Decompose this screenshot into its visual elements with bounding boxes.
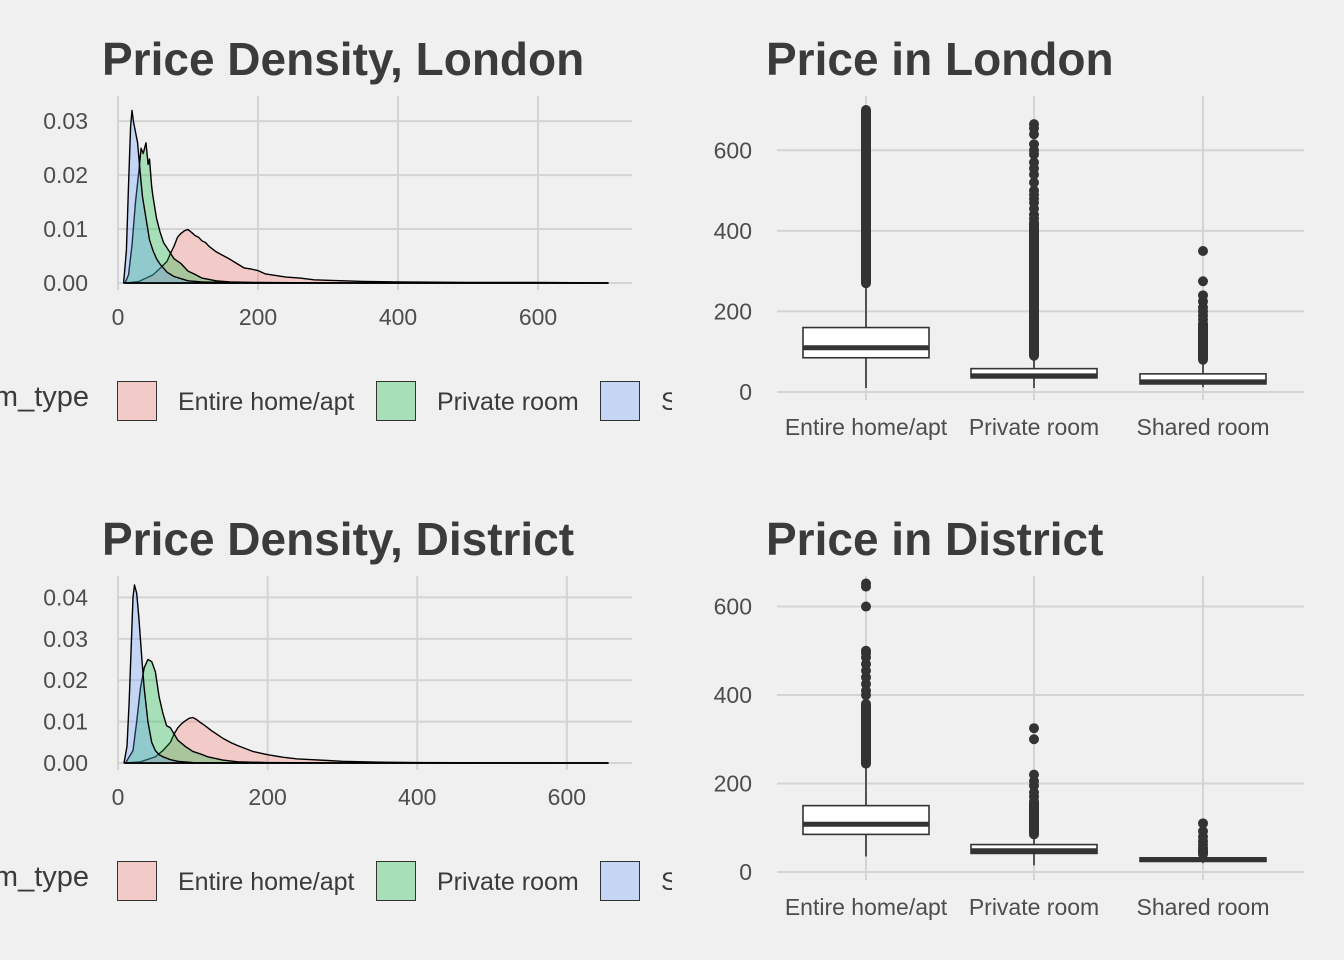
legend-key-shared <box>600 861 640 901</box>
density-area-private <box>124 658 609 764</box>
y-tick-label: 0 <box>739 859 752 885</box>
x-tick-label: 200 <box>248 784 286 810</box>
legend-key-shared <box>600 381 640 421</box>
y-tick-label: 600 <box>714 594 752 620</box>
x-tick-label: Shared room <box>1137 414 1270 440</box>
x-tick-label: 600 <box>519 304 557 330</box>
legend-label-private: Private room <box>437 388 579 416</box>
legend-key-entire <box>117 861 157 901</box>
legend-title: room_type <box>0 381 90 413</box>
y-tick-label: 200 <box>714 298 752 324</box>
y-tick-label: 0.00 <box>43 270 88 296</box>
legend-title: room_type <box>0 861 90 893</box>
x-tick-label: 400 <box>398 784 436 810</box>
legend: room_type Entire home/apt Private room Sha… <box>0 861 672 905</box>
y-tick-label: 0.04 <box>43 584 88 610</box>
outlier-point <box>1029 185 1039 196</box>
y-tick-label: 200 <box>714 771 752 797</box>
y-tick-label: 0.02 <box>43 667 88 693</box>
outlier-point <box>861 578 871 589</box>
density-area-shared <box>123 584 609 764</box>
x-tick-label: Shared room <box>1137 894 1270 920</box>
x-tick-label: 0 <box>112 784 125 810</box>
density-area-entire <box>124 716 609 764</box>
boxplot-panel-london: Price in London 0 200 400 600 Entire home/ap… <box>672 0 1344 480</box>
y-tick-label: 400 <box>714 218 752 244</box>
y-tick-label: 0.00 <box>43 750 88 776</box>
outlier-point <box>861 645 871 656</box>
legend-label-entire: Entire home/apt <box>178 388 355 416</box>
y-tick-label: 0 <box>739 379 752 405</box>
density-area-entire <box>124 228 609 284</box>
boxplot-panel-district: Price in District 0 200 400 600 Entire home/… <box>672 480 1344 960</box>
y-tick-label: 0.02 <box>43 162 88 188</box>
outlier-point <box>1198 246 1208 257</box>
legend-key-private <box>376 861 416 901</box>
y-tick-label: 0.03 <box>43 108 88 134</box>
outlier-point <box>1029 157 1039 168</box>
x-tick-label: 0 <box>112 304 125 330</box>
outlier-point <box>1198 826 1208 837</box>
legend-label-entire: Entire home/apt <box>178 868 355 896</box>
outlier-point <box>1198 290 1208 301</box>
y-tick-label: 0.01 <box>43 709 88 735</box>
y-tick-label: 400 <box>714 682 752 708</box>
x-tick-label: Private room <box>969 414 1099 440</box>
outlier-point <box>1029 769 1039 780</box>
legend-key-entire <box>117 381 157 421</box>
outlier-point <box>1029 139 1039 150</box>
chart-title: Price Density, London <box>102 33 585 85</box>
x-tick-label: 400 <box>379 304 417 330</box>
box-iqr <box>802 326 930 359</box>
outlier-point <box>1029 723 1039 734</box>
outlier-point <box>861 601 871 612</box>
density-panel-london: Price Density, London 0.00 0.01 0.02 0.03 0 2… <box>0 0 672 480</box>
chart-title: Price in District <box>766 513 1104 565</box>
boxplot-district: 0 200 400 600 Entire home/apt Private room Sha… <box>714 576 1304 920</box>
density-panel-district: Price Density, District 0.00 0.01 0.02 0.03… <box>0 480 672 960</box>
outlier-point <box>1029 734 1039 745</box>
legend-label-shared: Shared room <box>661 388 672 416</box>
x-tick-label: 600 <box>548 784 586 810</box>
outlier-point <box>1198 276 1208 287</box>
chart-title: Price Density, District <box>102 513 575 565</box>
y-tick-label: 600 <box>714 137 752 163</box>
outlier-point <box>1198 818 1208 829</box>
x-tick-label: Private room <box>969 894 1099 920</box>
y-tick-label: 0.01 <box>43 216 88 242</box>
outlier-point <box>1029 119 1039 130</box>
legend-label-private: Private room <box>437 868 579 896</box>
legend-label-shared: Shared room <box>661 868 672 896</box>
density-plot-london: 0.00 0.01 0.02 0.03 0 200 400 600 <box>43 96 632 330</box>
box-iqr <box>802 804 930 836</box>
density-area-shared <box>122 109 609 284</box>
outlier-point <box>1029 177 1039 188</box>
density-plot-district: 0.00 0.01 0.02 0.03 0.04 0 200 400 600 <box>43 576 632 810</box>
x-tick-label: 200 <box>239 304 277 330</box>
y-tick-label: 0.03 <box>43 626 88 652</box>
legend: room_type Entire home/apt Private room Sha… <box>0 381 672 425</box>
boxplot-london: 0 200 400 600 Entire home/apt Private room Sha… <box>714 96 1304 440</box>
x-tick-label: Entire home/apt <box>785 894 948 920</box>
chart-title: Price in London <box>766 33 1114 85</box>
x-tick-label: Entire home/apt <box>785 414 948 440</box>
legend-key-private <box>376 381 416 421</box>
